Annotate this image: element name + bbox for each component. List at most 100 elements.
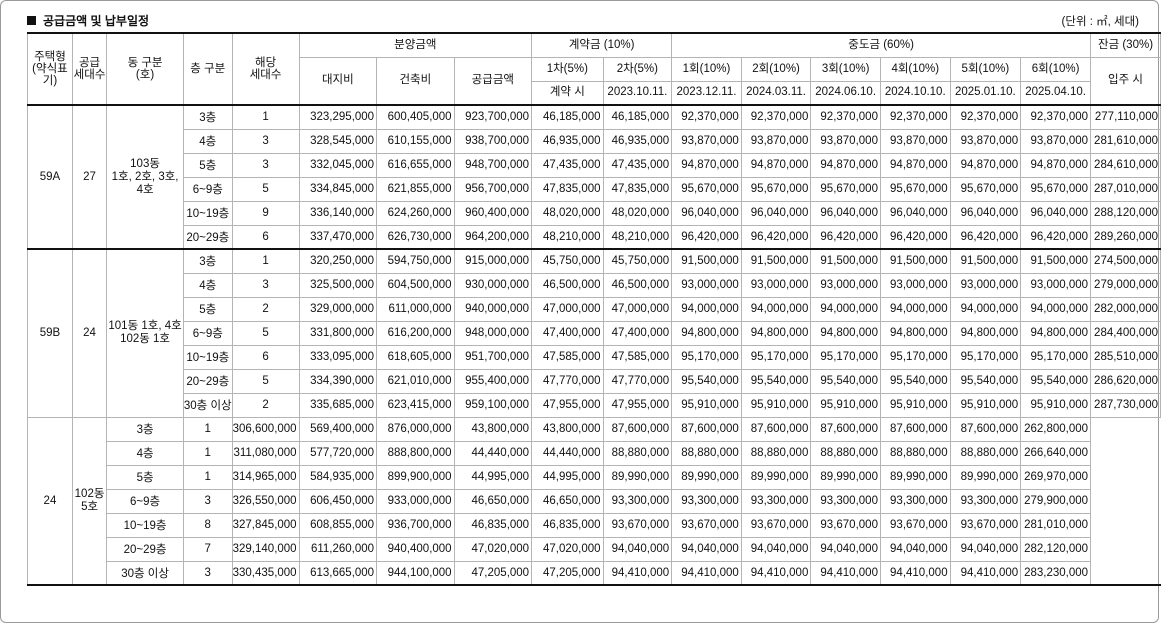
floor-cell: 20~29층 xyxy=(182,224,233,250)
balance-cell: 282,000,000 xyxy=(1090,296,1161,322)
section-title: 공급금액 및 납부일정 xyxy=(27,12,149,29)
middle1-cell: 94,800,000 xyxy=(671,320,742,346)
middle5-cell: 96,040,000 xyxy=(949,200,1022,226)
middle5-cell: 91,500,000 xyxy=(949,248,1022,274)
header-mid5-date: 2025.01.10. xyxy=(949,80,1022,106)
balance-cell: 284,400,000 xyxy=(1090,320,1161,346)
balance-cell: 287,010,000 xyxy=(1090,176,1161,202)
deposit2-cell: 46,500,000 xyxy=(602,272,673,298)
middle6-cell: 95,170,000 xyxy=(1020,344,1092,370)
middle5-cell: 93,000,000 xyxy=(949,272,1022,298)
floor-cell: 6~9층 xyxy=(106,488,184,514)
supply-amount-cell: 876,000,000 xyxy=(376,416,455,442)
middle4-cell: 91,500,000 xyxy=(879,248,951,274)
table-row: 6~9층 5 331,800,000 616,200,000 948,000,000 47… xyxy=(28,320,1161,346)
building-cell: 616,200,000 xyxy=(376,320,455,346)
middle4-cell: 93,670,000 xyxy=(810,512,881,538)
table-header: 주택형 (약식표기) 공급 세대수 동 구분 (호) 층 구분 해당 세대수 분양금액 … xyxy=(27,32,1161,106)
middle2-cell: 87,600,000 xyxy=(671,416,742,442)
households-cell: 6 xyxy=(231,224,300,250)
land-cell: 329,140,000 xyxy=(231,536,300,562)
supply-cell: 24 xyxy=(71,248,108,418)
table-row: 20~29층 7 329,140,000 611,260,000 940,400,000… xyxy=(28,536,1161,562)
deposit2-cell: 47,835,000 xyxy=(602,176,673,202)
middle5-cell: 93,300,000 xyxy=(879,488,951,514)
balance-cell: 285,510,000 xyxy=(1090,344,1161,370)
middle2-cell: 95,540,000 xyxy=(740,368,812,394)
header-supply: 공급 세대수 xyxy=(71,32,108,106)
floor-cell: 10~19층 xyxy=(182,200,233,226)
table-row: 4층 3 328,545,000 610,155,000 938,700,000 46,9… xyxy=(28,128,1161,154)
land-cell: 336,140,000 xyxy=(298,200,378,226)
dong-cell: 102동 5호 xyxy=(71,416,108,586)
middle2-cell: 95,910,000 xyxy=(740,392,812,418)
middle2-cell: 94,870,000 xyxy=(740,152,812,178)
building-cell: 618,605,000 xyxy=(376,344,455,370)
deposit2-cell: 47,205,000 xyxy=(531,560,604,586)
middle6-cell: 87,600,000 xyxy=(949,416,1022,442)
deposit1-cell: 48,210,000 xyxy=(531,224,604,250)
table-row: 5층 2 329,000,000 611,000,000 940,000,000 47,0… xyxy=(28,296,1161,322)
deposit1-cell: 47,585,000 xyxy=(531,344,604,370)
building-cell: 626,730,000 xyxy=(376,224,455,250)
middle4-cell: 88,880,000 xyxy=(810,440,881,466)
middle5-cell: 94,410,000 xyxy=(879,560,951,586)
middle2-cell: 96,420,000 xyxy=(740,224,812,250)
building-cell: 600,405,000 xyxy=(376,104,455,130)
balance-cell: 282,120,000 xyxy=(1020,536,1092,562)
floor-cell: 30층 이상 xyxy=(182,392,233,418)
floor-cell: 6~9층 xyxy=(182,176,233,202)
deposit1-cell: 47,020,000 xyxy=(453,536,533,562)
middle3-cell: 93,300,000 xyxy=(740,488,812,514)
middle5-cell: 89,990,000 xyxy=(879,464,951,490)
floor-cell: 4층 xyxy=(182,272,233,298)
middle1-cell: 96,420,000 xyxy=(671,224,742,250)
building-cell: 613,665,000 xyxy=(298,560,378,586)
households-cell: 3 xyxy=(182,488,233,514)
table-row: 30층 이상 2 335,685,000 623,415,000 959,100,000… xyxy=(28,392,1161,418)
building-cell: 577,720,000 xyxy=(298,440,378,466)
header-mid3: 3회(10%) xyxy=(810,56,881,82)
balance-cell: 287,730,000 xyxy=(1090,392,1161,418)
table-row: 30층 이상 3 330,435,000 613,665,000 944,100,000… xyxy=(28,560,1161,586)
supply-amount-cell: 936,700,000 xyxy=(376,512,455,538)
households-cell: 7 xyxy=(182,536,233,562)
middle5-cell: 92,370,000 xyxy=(949,104,1022,130)
households-cell: 1 xyxy=(182,416,233,442)
building-cell: 611,000,000 xyxy=(376,296,455,322)
households-cell: 5 xyxy=(231,320,300,346)
middle6-cell: 91,500,000 xyxy=(1020,248,1092,274)
deposit2-cell: 47,435,000 xyxy=(602,152,673,178)
header-dep2: 2차(5%) xyxy=(602,56,673,82)
balance-cell: 289,260,000 xyxy=(1090,224,1161,250)
group-59b-b: 24 102동 5호 3층 1 306,600,000 569,400,000 876,00… xyxy=(27,416,1161,586)
households-cell: 6 xyxy=(231,344,300,370)
deposit2-cell: 47,400,000 xyxy=(602,320,673,346)
header-middle: 중도금 (60%) xyxy=(671,32,1092,58)
middle2-cell: 93,670,000 xyxy=(671,512,742,538)
middle3-cell: 92,370,000 xyxy=(810,104,881,130)
middle2-cell: 89,990,000 xyxy=(671,464,742,490)
deposit1-cell: 46,500,000 xyxy=(531,272,604,298)
header-mid5: 5회(10%) xyxy=(949,56,1022,82)
land-cell: 337,470,000 xyxy=(298,224,378,250)
middle6-cell: 95,670,000 xyxy=(1020,176,1092,202)
middle1-cell: 95,540,000 xyxy=(671,368,742,394)
middle2-cell: 88,880,000 xyxy=(671,440,742,466)
group-59b-a: 59B 24 101동 1호, 4호 102동 1호 3층 1 320,250,000 594… xyxy=(27,248,1161,418)
supply-amount-cell: 888,800,000 xyxy=(376,440,455,466)
middle4-cell: 94,870,000 xyxy=(879,152,951,178)
middle6-cell: 89,990,000 xyxy=(949,464,1022,490)
deposit1-cell: 46,835,000 xyxy=(453,512,533,538)
middle4-cell: 94,000,000 xyxy=(879,296,951,322)
households-cell: 9 xyxy=(231,200,300,226)
middle6-cell: 93,870,000 xyxy=(1020,128,1092,154)
building-cell: 604,500,000 xyxy=(376,272,455,298)
table-row: 10~19층 6 333,095,000 618,605,000 951,700,000… xyxy=(28,344,1161,370)
middle5-cell: 94,800,000 xyxy=(949,320,1022,346)
middle2-cell: 93,300,000 xyxy=(671,488,742,514)
middle2-cell: 93,000,000 xyxy=(740,272,812,298)
supply-cell: 27 xyxy=(71,104,108,250)
table-row: 10~19층 8 327,845,000 608,855,000 936,700,000… xyxy=(28,512,1161,538)
middle2-cell: 95,670,000 xyxy=(740,176,812,202)
